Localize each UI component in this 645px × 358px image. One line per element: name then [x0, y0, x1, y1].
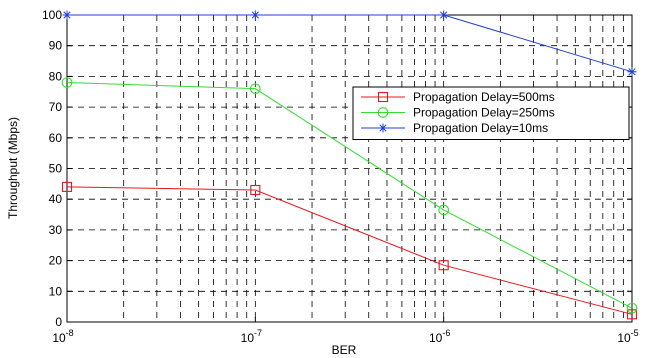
x-tick-label: 10-6 — [429, 328, 450, 345]
y-tick-label: 90 — [49, 39, 63, 53]
series-1 — [61, 77, 638, 314]
y-tick-label: 10 — [49, 284, 63, 298]
x-tick-label: 10-5 — [617, 328, 638, 345]
axes: 0 10 20 30 40 50 60 70 80 90 100 10-8 10-7 10-6 10-5 — [42, 8, 639, 345]
legend-label: Propagation Delay=10ms — [413, 121, 548, 135]
y-tick-label: 0 — [55, 315, 62, 329]
y-tick-label: 80 — [49, 69, 63, 83]
y-tick-label: 40 — [49, 192, 63, 206]
y-axis-label: Throughput (Mbps) — [6, 117, 20, 219]
legend-box — [352, 86, 630, 140]
legend: Propagation Delay=500ms Propagation Delay… — [352, 86, 630, 140]
series-line — [66, 186, 633, 315]
x-tick-label: 10-7 — [241, 328, 262, 345]
series — [61, 10, 638, 320]
y-tick-label: 100 — [42, 8, 62, 22]
data-point — [439, 10, 449, 20]
legend-marker — [377, 91, 389, 103]
series-line — [67, 14, 633, 73]
series-line — [66, 82, 633, 309]
y-tick-label: 70 — [49, 100, 63, 114]
y-tick-label: 60 — [49, 131, 63, 145]
series-0 — [61, 181, 638, 320]
data-point — [249, 83, 261, 95]
data-point — [626, 302, 638, 314]
plot-frame — [66, 14, 633, 323]
legend-marker — [377, 107, 389, 118]
legend-label: Propagation Delay=250ms — [413, 106, 555, 120]
y-tick-label: 20 — [49, 254, 63, 268]
grid — [67, 15, 632, 322]
data-point — [250, 10, 260, 20]
legend-entry: Propagation Delay=250ms — [361, 106, 555, 120]
data-point — [627, 67, 637, 77]
data-point — [61, 181, 73, 192]
legend-marker — [378, 123, 388, 133]
data-point — [438, 260, 449, 271]
legend-entry: Propagation Delay=10ms — [361, 121, 548, 135]
x-axis-label: BER — [332, 343, 357, 357]
y-tick-label: 30 — [49, 223, 63, 237]
data-point — [62, 10, 72, 20]
data-point — [61, 77, 73, 88]
data-point — [626, 309, 638, 320]
y-tick-label: 50 — [49, 162, 63, 176]
x-tick-label: 10-8 — [52, 328, 73, 345]
legend-entry: Propagation Delay=500ms — [361, 90, 555, 104]
data-point — [250, 184, 261, 196]
legend-label: Propagation Delay=500ms — [413, 90, 555, 104]
series-2 — [62, 10, 637, 77]
data-point — [438, 204, 450, 216]
